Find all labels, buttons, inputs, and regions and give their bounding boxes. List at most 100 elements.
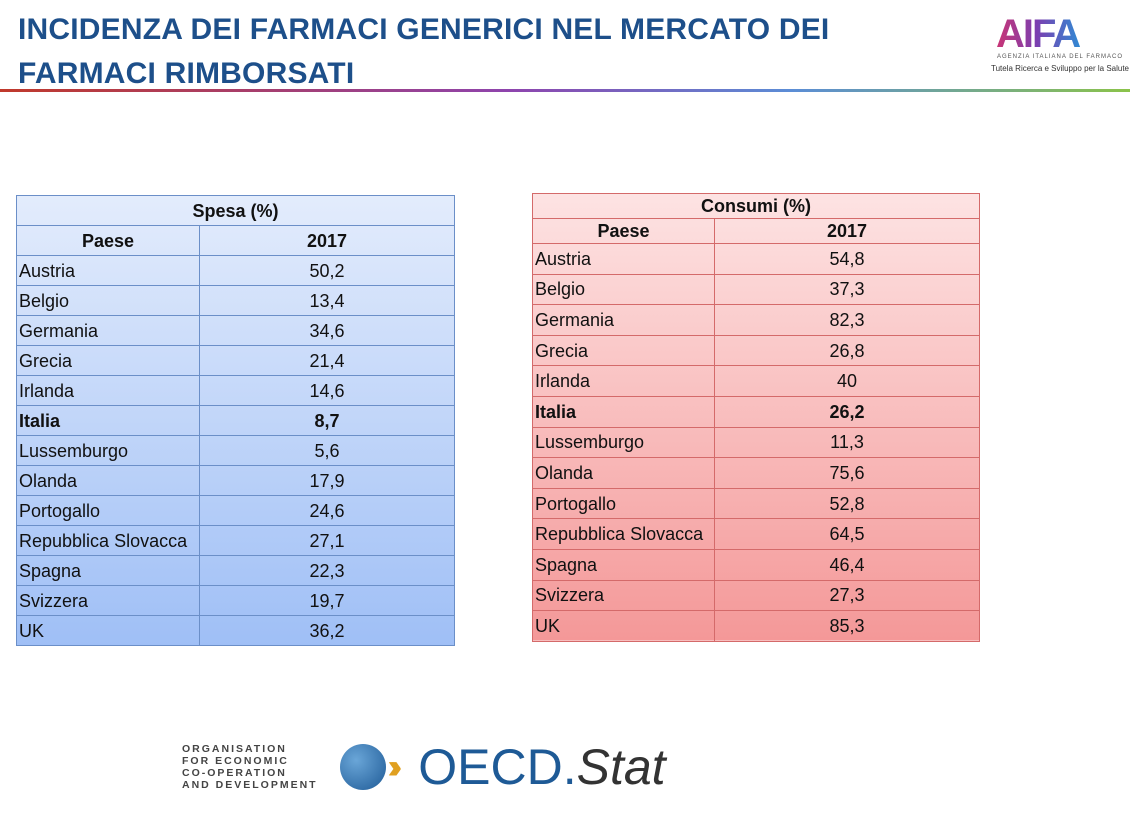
- table-row: Svizzera 19,7: [16, 585, 455, 616]
- country-cell: Svizzera: [16, 585, 200, 616]
- table-row: Irlanda 40: [532, 365, 980, 397]
- table-row: Lussemburgo 11,3: [532, 426, 980, 459]
- value-cell: 50,2: [199, 255, 455, 286]
- value-cell: 82,3: [714, 304, 980, 336]
- value-cell: 24,6: [199, 495, 455, 526]
- table-row: Lussemburgo 5,6: [16, 435, 455, 466]
- value-cell: 34,6: [199, 315, 455, 346]
- country-cell: Svizzera: [532, 579, 715, 612]
- org-line: FOR ECONOMIC: [182, 755, 289, 767]
- value-cell: 26,2: [714, 395, 980, 428]
- table-row: Austria 50,2: [16, 255, 455, 286]
- consumi-table: Consumi (%) Paese 2017 Austria 54,8 Belgio 3…: [532, 193, 980, 642]
- value-cell: 11,3: [714, 426, 980, 459]
- country-cell: UK: [16, 615, 200, 646]
- value-cell: 27,3: [714, 579, 980, 612]
- value-cell: 75,6: [714, 457, 980, 489]
- value-cell: 46,4: [714, 548, 980, 581]
- country-cell: Portogallo: [16, 495, 200, 526]
- value-cell: 40: [714, 365, 980, 397]
- title-line-1: INCIDENZA DEI FARMACI GENERICI NEL MERCA…: [18, 13, 830, 46]
- table-row: Grecia 26,8: [532, 334, 980, 367]
- col-year: 2017: [714, 218, 980, 244]
- value-cell: 5,6: [199, 435, 455, 466]
- country-cell: Austria: [532, 243, 715, 275]
- value-cell: 8,7: [199, 405, 455, 436]
- country-cell: Olanda: [532, 457, 715, 489]
- value-cell: 36,2: [199, 615, 455, 646]
- table-row: Italia 8,7: [16, 405, 455, 436]
- table-row: UK 85,3: [532, 610, 980, 642]
- title-divider: [0, 89, 1130, 92]
- country-cell: Germania: [532, 304, 715, 336]
- country-cell: Italia: [532, 395, 715, 428]
- title-line-2: FARMACI RIMBORSATI: [18, 57, 355, 90]
- table-row: Grecia 21,4: [16, 345, 455, 376]
- country-cell: Portogallo: [532, 487, 715, 520]
- country-cell: Belgio: [16, 285, 200, 316]
- table-row: Svizzera 27,3: [532, 579, 980, 612]
- org-line: AND DEVELOPMENT: [182, 779, 318, 791]
- country-cell: Grecia: [532, 334, 715, 367]
- table-row: Belgio 37,3: [532, 273, 980, 306]
- globe-icon: [339, 744, 386, 790]
- table-row: Irlanda 14,6: [16, 375, 455, 406]
- org-line: CO-OPERATION: [182, 767, 287, 779]
- spesa-table: Spesa (%) Paese 2017 Austria 50,2 Belgio 13,…: [16, 195, 455, 646]
- col-year: 2017: [199, 225, 455, 256]
- country-cell: Italia: [16, 405, 200, 436]
- country-cell: Grecia: [16, 345, 200, 376]
- value-cell: 64,5: [714, 518, 980, 550]
- spesa-header: Spesa (%): [16, 195, 455, 226]
- logo-tagline: Tutela Ricerca e Sviluppo per la Salute: [991, 64, 1129, 73]
- country-cell: Irlanda: [532, 365, 715, 397]
- table-row: Olanda 75,6: [532, 457, 980, 489]
- table-row: Germania 34,6: [16, 315, 455, 346]
- country-cell: Germania: [16, 315, 200, 346]
- table-row: Belgio 13,4: [16, 285, 455, 316]
- org-line: ORGANISATION: [182, 743, 287, 755]
- value-cell: 37,3: [714, 273, 980, 306]
- table-row: Italia 26,2: [532, 395, 980, 428]
- value-cell: 54,8: [714, 243, 980, 275]
- oecd-stat-brand: OECD.Stat: [418, 738, 665, 796]
- value-cell: 21,4: [199, 345, 455, 376]
- country-cell: Irlanda: [16, 375, 200, 406]
- page-title: INCIDENZA DEI FARMACI GENERICI NEL MERCA…: [18, 8, 829, 96]
- value-cell: 19,7: [199, 585, 455, 616]
- table-row: Portogallo 24,6: [16, 495, 455, 526]
- chevron-icon: ››: [387, 747, 402, 786]
- value-cell: 13,4: [199, 285, 455, 316]
- table-row: Olanda 17,9: [16, 465, 455, 496]
- table-row: Spagna 46,4: [532, 548, 980, 581]
- country-cell: Austria: [16, 255, 200, 286]
- country-cell: Spagna: [532, 548, 715, 581]
- oecd-org-name: ORGANISATION FOR ECONOMIC CO-OPERATION A…: [182, 743, 318, 791]
- country-cell: Lussemburgo: [532, 426, 715, 459]
- value-cell: 26,8: [714, 334, 980, 367]
- table-row: Repubblica Slovacca 64,5: [532, 518, 980, 550]
- oecd-logo: ORGANISATION FOR ECONOMIC CO-OPERATION A…: [182, 738, 666, 796]
- table-row: Austria 54,8: [532, 243, 980, 275]
- col-paese: Paese: [16, 225, 200, 256]
- country-cell: Olanda: [16, 465, 200, 496]
- country-cell: Repubblica Slovacca: [532, 518, 715, 550]
- brand: OECD.: [418, 739, 577, 795]
- country-cell: Lussemburgo: [16, 435, 200, 466]
- value-cell: 17,9: [199, 465, 455, 496]
- value-cell: 22,3: [199, 555, 455, 586]
- logo-name: AIFA: [990, 14, 1130, 54]
- country-cell: Spagna: [16, 555, 200, 586]
- country-cell: UK: [532, 610, 715, 642]
- aifa-logo: AIFA AGENZIA ITALIANA DEL FARMACO Tutela…: [990, 14, 1130, 89]
- brand-stat: Stat: [576, 739, 666, 795]
- col-paese: Paese: [532, 218, 715, 244]
- value-cell: 27,1: [199, 525, 455, 556]
- value-cell: 85,3: [714, 610, 980, 642]
- logo-subtitle: AGENZIA ITALIANA DEL FARMACO: [996, 54, 1124, 60]
- table-row: UK 36,2: [16, 615, 455, 646]
- consumi-header: Consumi (%): [532, 193, 980, 219]
- table-row: Portogallo 52,8: [532, 487, 980, 520]
- country-cell: Belgio: [532, 273, 715, 306]
- value-cell: 52,8: [714, 487, 980, 520]
